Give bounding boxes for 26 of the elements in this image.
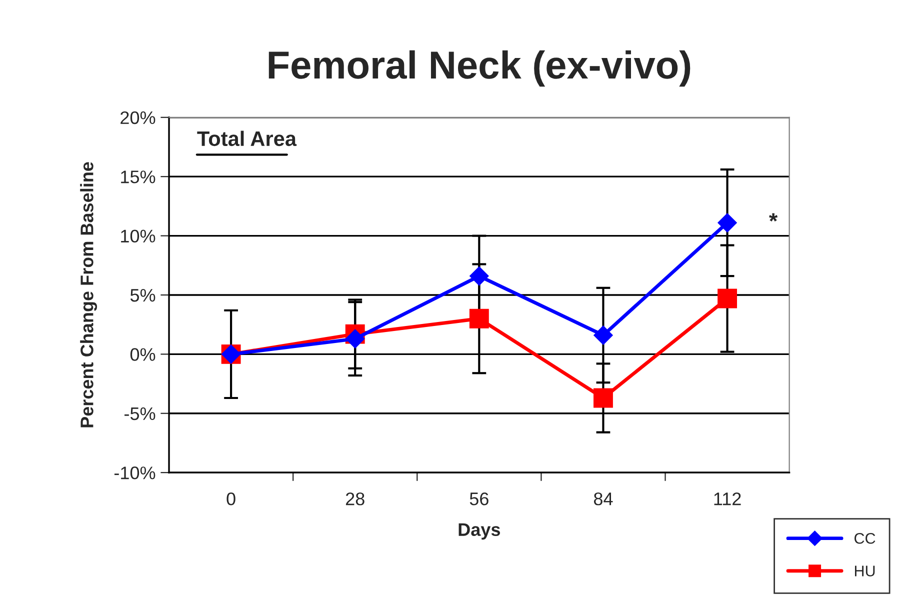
x-tick-label: 0 (226, 492, 236, 506)
point (594, 388, 613, 408)
x-tick-label: 112 (714, 492, 741, 506)
y-axis-title: Percent Change From Baseline (80, 162, 97, 428)
legend-label: CC (854, 532, 876, 544)
point (718, 213, 737, 232)
y-tick-label: 15% (121, 170, 156, 184)
x-axis-title: Days (458, 523, 500, 540)
y-tick-label: -10% (114, 466, 156, 480)
annotation: Total Area (197, 130, 297, 146)
point (470, 266, 489, 286)
y-tick-label: 20% (120, 111, 156, 124)
y-tick-label: 10% (121, 230, 156, 243)
point (469, 308, 489, 328)
chart-title: Femoral Neck (ex-vivo) (268, 50, 690, 87)
point (718, 288, 738, 308)
y-tick-label: 0% (130, 348, 156, 361)
y-tick-label: 5% (130, 288, 156, 302)
point (594, 326, 613, 345)
legend-label: HU (855, 566, 875, 576)
point (346, 329, 365, 348)
x-tick-label: 28 (346, 492, 364, 506)
annotation: * (769, 213, 778, 222)
x-tick-label: 56 (470, 492, 488, 506)
y-tick-label: -5% (124, 407, 156, 420)
x-tick-label: 84 (594, 492, 613, 506)
